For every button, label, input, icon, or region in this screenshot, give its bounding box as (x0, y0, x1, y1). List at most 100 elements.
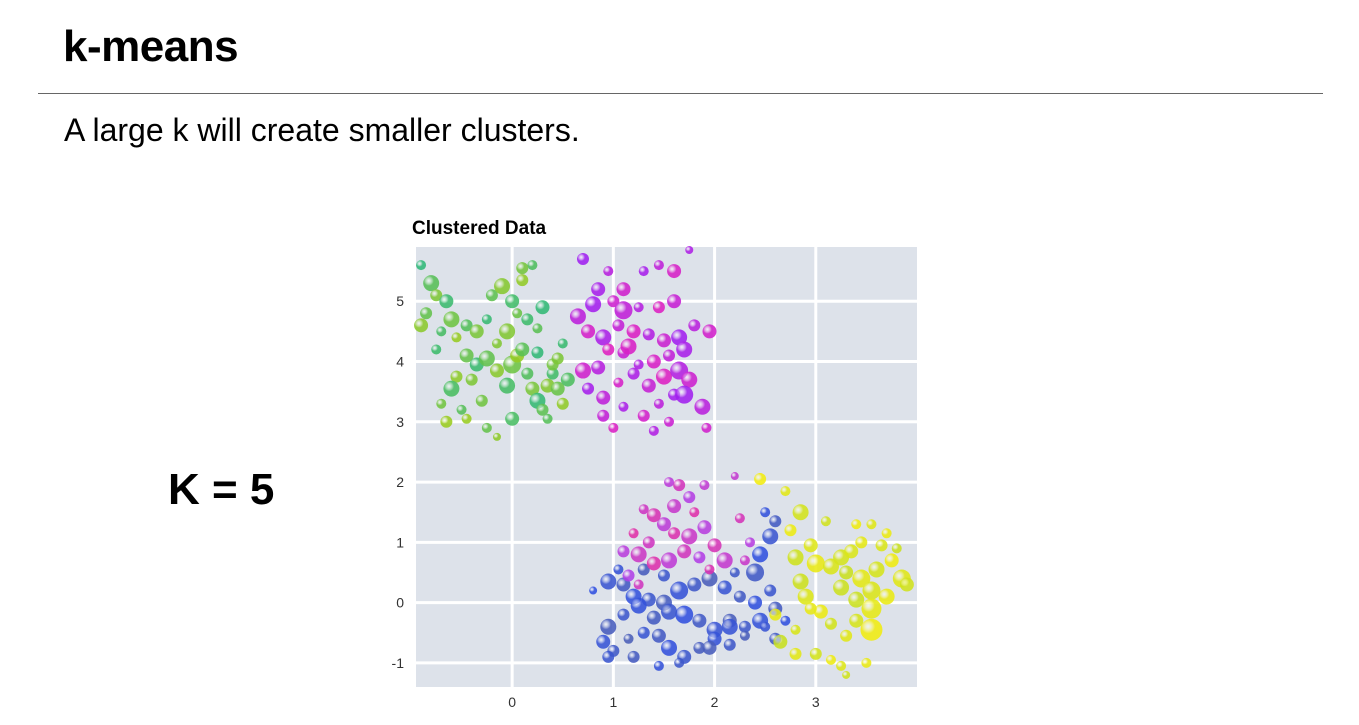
data-point (676, 341, 693, 358)
data-point (641, 378, 656, 393)
data-point (651, 628, 666, 643)
data-point (461, 413, 472, 424)
data-point (754, 473, 767, 486)
data-point (560, 372, 575, 387)
data-point (663, 349, 676, 362)
data-point (481, 422, 492, 433)
data-point (839, 565, 854, 580)
data-point (655, 368, 672, 385)
data-point (683, 491, 696, 504)
x-tick-label: 1 (609, 694, 617, 710)
data-point (423, 275, 440, 292)
data-point (899, 577, 914, 592)
y-tick-label: 3 (396, 414, 404, 430)
data-point (613, 564, 624, 575)
data-point (420, 307, 433, 320)
data-point (851, 519, 862, 530)
data-point (702, 324, 717, 339)
data-point (630, 546, 647, 563)
scatter-chart: Clustered Data 0 1 2 3 -1 0 1 2 3 4 5 (380, 210, 940, 722)
data-point (591, 360, 606, 375)
data-point (701, 422, 712, 433)
data-point (550, 381, 565, 396)
data-point (875, 539, 888, 552)
data-point (440, 415, 453, 428)
data-point (792, 573, 809, 590)
data-point (716, 552, 733, 569)
data-point (661, 552, 678, 569)
data-point (618, 401, 629, 412)
data-point (855, 536, 868, 549)
data-point (780, 615, 791, 626)
data-point (656, 517, 671, 532)
data-point (661, 639, 678, 656)
data-point (430, 289, 443, 302)
data-point (628, 528, 639, 539)
data-point (685, 246, 694, 255)
data-point (734, 513, 745, 524)
data-point (515, 342, 530, 357)
data-point (878, 588, 895, 605)
data-point (861, 657, 872, 668)
x-tick-label: 3 (812, 694, 820, 710)
data-point (844, 544, 859, 559)
data-point (499, 323, 516, 340)
y-tick-label: 1 (396, 534, 404, 550)
data-point (431, 344, 442, 355)
data-point (790, 624, 801, 635)
data-point (597, 409, 610, 422)
data-point (485, 289, 498, 302)
data-point (803, 538, 818, 553)
data-point (505, 294, 520, 309)
data-point (465, 373, 478, 386)
data-point (739, 555, 750, 566)
tick-labels: 0 1 2 3 -1 0 1 2 3 4 5 (392, 293, 820, 710)
data-point (536, 403, 549, 416)
data-point (582, 382, 595, 395)
data-point (591, 282, 606, 297)
data-point (717, 580, 732, 595)
data-point (738, 620, 751, 633)
data-point (891, 543, 902, 554)
data-point (729, 567, 740, 578)
data-point (602, 343, 615, 356)
data-point (589, 586, 598, 595)
data-point (436, 326, 447, 337)
data-point (617, 608, 630, 621)
data-point (664, 416, 675, 427)
data-point (595, 329, 612, 346)
x-tick-label: 2 (711, 694, 719, 710)
data-point (616, 282, 631, 297)
data-point (668, 527, 681, 540)
data-point (638, 504, 649, 515)
data-point (577, 253, 589, 266)
data-point (848, 591, 865, 608)
data-point (784, 524, 797, 537)
data-point (494, 278, 511, 295)
data-point (626, 324, 641, 339)
data-point (697, 520, 712, 535)
data-point (648, 425, 659, 436)
data-point (439, 294, 454, 309)
data-point (704, 564, 715, 575)
data-point (748, 595, 763, 610)
data-point (653, 398, 664, 409)
data-point (677, 544, 692, 559)
data-point (881, 528, 892, 539)
data-point (633, 579, 644, 590)
data-point (806, 554, 825, 573)
data-point (852, 569, 871, 588)
data-point (512, 308, 523, 319)
data-point (491, 338, 502, 349)
data-point (596, 634, 611, 649)
data-point (478, 350, 495, 367)
data-point (416, 260, 427, 271)
data-point (689, 507, 700, 518)
data-point (681, 371, 698, 388)
data-point (531, 346, 544, 359)
data-point (797, 588, 814, 605)
data-point (613, 377, 624, 388)
data-point (723, 638, 736, 651)
data-point (825, 654, 836, 665)
data-point (581, 324, 596, 339)
